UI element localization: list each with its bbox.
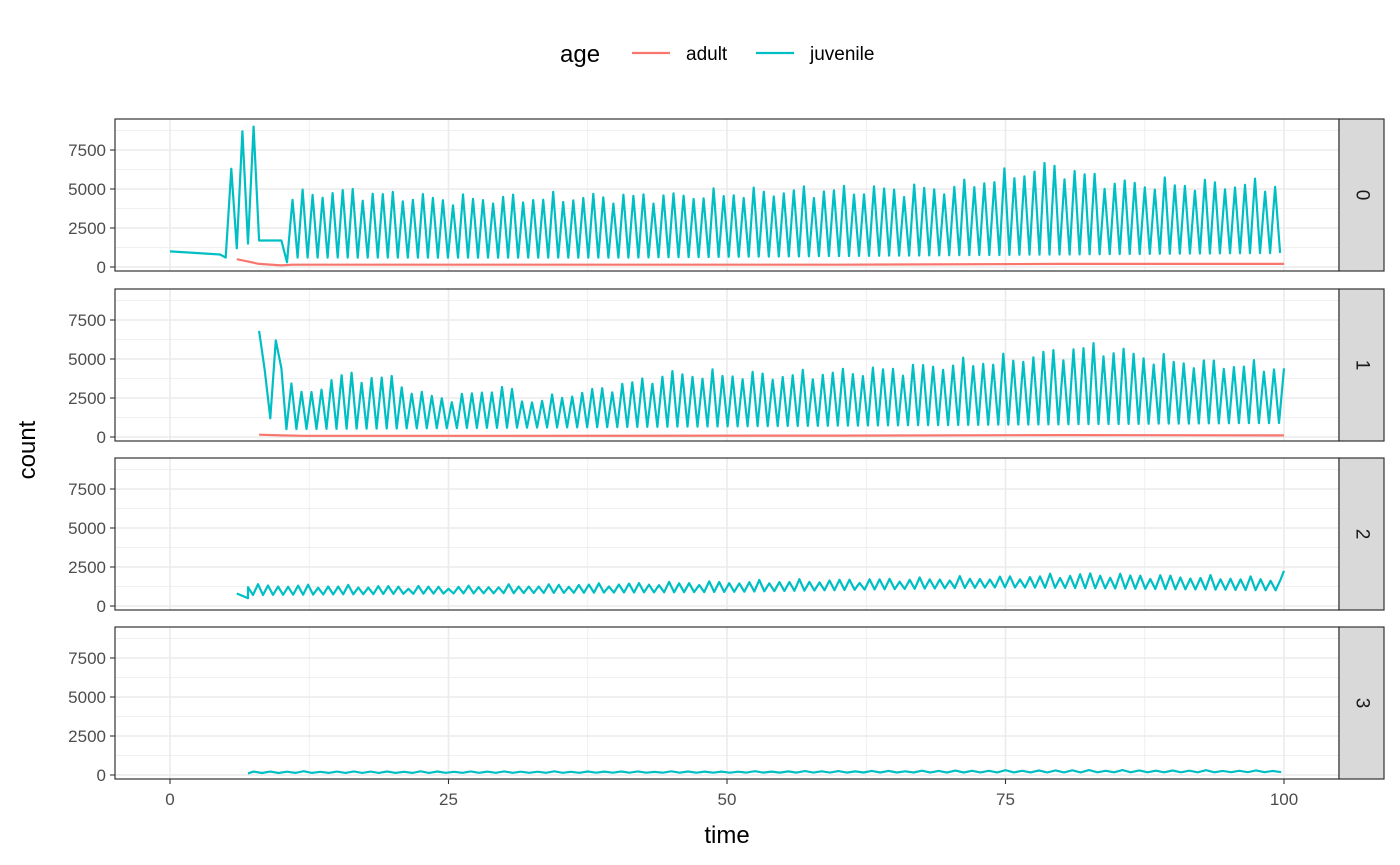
y-tick-label: 0 <box>97 766 106 785</box>
facet-strip-label: 0 <box>1351 190 1372 201</box>
series-line-adult <box>236 258 1284 267</box>
facet-strip-label: 3 <box>1351 698 1372 709</box>
y-tick-label: 5000 <box>68 180 106 199</box>
x-tick-label: 75 <box>996 790 1015 809</box>
series-lines <box>236 570 1286 600</box>
series-line-adult <box>259 433 1285 437</box>
legend-label-adult: adult <box>686 44 728 65</box>
series-line-juvenile <box>236 570 1286 600</box>
series-lines <box>258 330 1286 437</box>
legend-entries: adult juvenile <box>632 44 874 65</box>
y-tick-label: 7500 <box>68 311 106 330</box>
y-tick-label: 7500 <box>68 480 106 499</box>
facet-panels: 0 2500 5000 7500 0 0 2500 5000 7500 1 0 2500 5000 750… <box>68 118 1385 785</box>
y-tick-label: 7500 <box>68 141 106 160</box>
panel-0: 0 2500 5000 7500 0 <box>68 118 1385 277</box>
y-tick-label: 0 <box>97 597 106 616</box>
series-lines <box>169 125 1284 267</box>
y-tick-label: 0 <box>97 258 106 277</box>
y-tick-label: 5000 <box>68 688 106 707</box>
facet-strip <box>1338 118 1385 272</box>
facet-strip <box>1338 626 1385 780</box>
facet-strip-label: 2 <box>1351 529 1372 540</box>
panel-2: 0 2500 5000 7500 2 <box>68 457 1385 616</box>
series-line-juvenile <box>169 125 1282 264</box>
y-tick-label: 2500 <box>68 389 106 408</box>
y-tick-label: 2500 <box>68 727 106 746</box>
legend-title: age <box>560 41 600 68</box>
x-tick-label: 0 <box>165 790 174 809</box>
y-axis-title: count <box>14 420 41 479</box>
x-tick-label: 50 <box>718 790 737 809</box>
y-tick-label: 7500 <box>68 649 106 668</box>
x-tick-label: 25 <box>439 790 458 809</box>
panel-1: 0 2500 5000 7500 1 <box>68 288 1385 447</box>
x-axis: 0 25 50 75 100 <box>165 779 1298 809</box>
series-line-juvenile <box>258 330 1286 431</box>
y-tick-label: 2500 <box>68 558 106 577</box>
facet-strip <box>1338 288 1385 442</box>
y-tick-label: 2500 <box>68 219 106 238</box>
y-tick-label: 5000 <box>68 350 106 369</box>
panel-3: 0 2500 5000 7500 3 <box>68 626 1385 785</box>
y-tick-label: 0 <box>97 428 106 447</box>
legend: age adult juvenile <box>560 41 874 68</box>
facet-strip <box>1338 457 1385 611</box>
series-line-juvenile <box>247 769 1282 775</box>
series-lines <box>247 769 1282 775</box>
facet-strip-label: 1 <box>1351 360 1372 371</box>
x-axis-title: time <box>704 822 749 849</box>
y-tick-label: 5000 <box>68 519 106 538</box>
x-tick-label: 100 <box>1270 790 1298 809</box>
legend-label-juvenile: juvenile <box>809 44 874 65</box>
